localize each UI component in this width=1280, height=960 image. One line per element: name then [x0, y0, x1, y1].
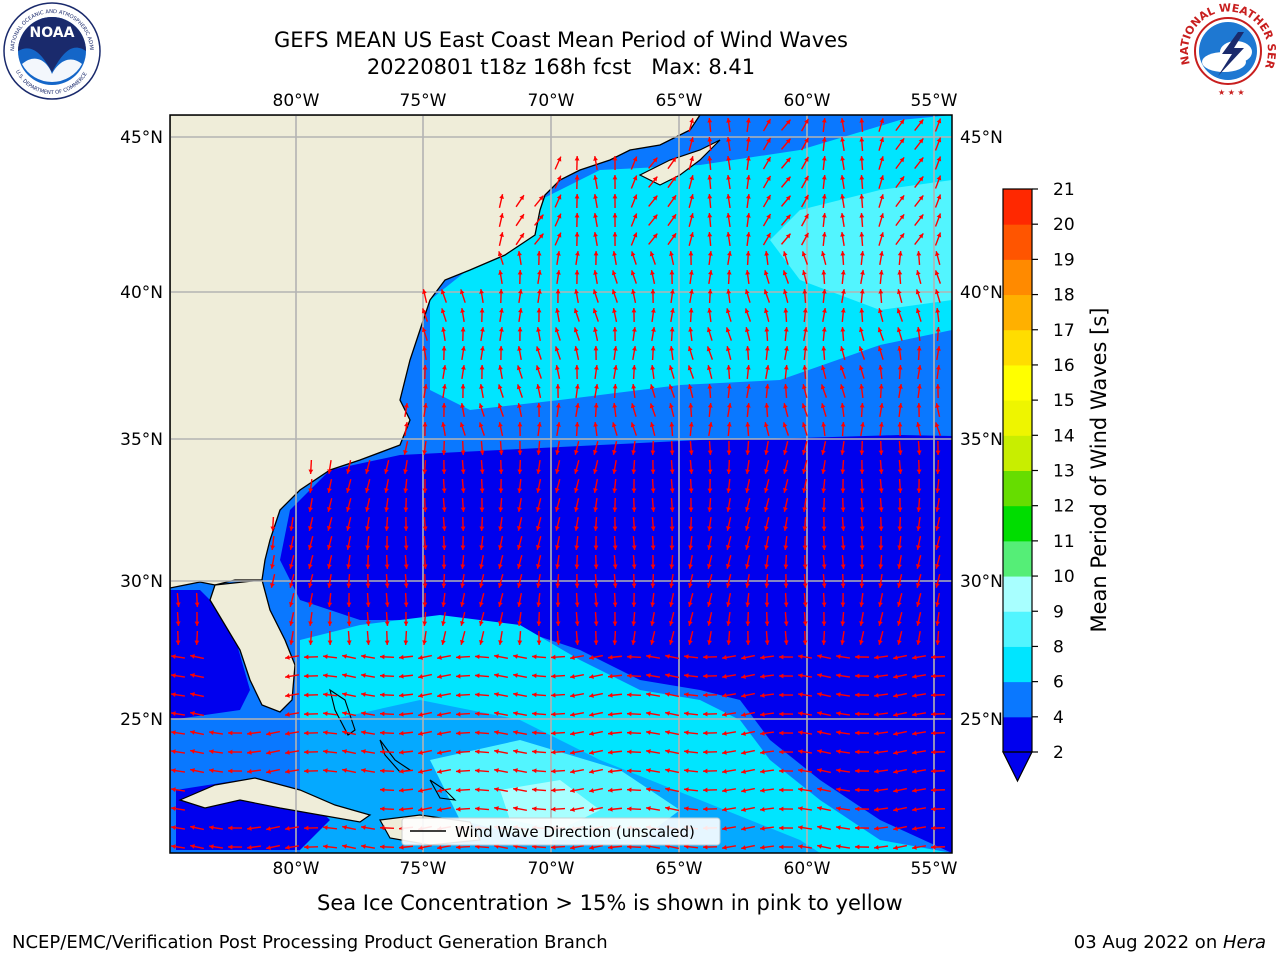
- florida-land: [209, 579, 296, 713]
- nws-logo: NATIONAL WEATHER SERVICE ★ ★ ★: [1178, 2, 1278, 98]
- branch-credit: NCEP/EMC/Verification Post Processing Pr…: [12, 932, 608, 953]
- lon-label-top: 75°W: [400, 91, 447, 111]
- colorbar-segment: [1003, 364, 1032, 401]
- lat-label-left: 40°N: [120, 283, 163, 303]
- colorbar-tick-label: 16: [1053, 356, 1075, 376]
- colorbar-tick-label: 10: [1053, 567, 1075, 587]
- colorbar-tick-label: 19: [1053, 250, 1075, 270]
- vector-legend: Wind Wave Direction (unscaled): [401, 817, 721, 846]
- colorbar-segment: [1003, 540, 1032, 577]
- colorbar-tick-label: 13: [1053, 462, 1075, 482]
- colorbar-tick-label: 8: [1053, 637, 1064, 657]
- colorbar-segment: [1003, 716, 1032, 753]
- svg-text:★ ★ ★: ★ ★ ★: [1218, 88, 1245, 97]
- colorbar-tick-label: 2: [1053, 743, 1064, 763]
- machine-name: Hera: [1222, 932, 1266, 953]
- colorbar-tick-label: 15: [1053, 391, 1075, 411]
- lat-label-left: 45°N: [120, 128, 163, 148]
- lon-label-top: 60°W: [784, 91, 831, 111]
- colorbar-tick-label: 4: [1053, 708, 1064, 728]
- lon-label-top: 55°W: [911, 91, 958, 111]
- colorbar-segment: [1003, 189, 1032, 225]
- colorbar-segment: [1003, 400, 1032, 436]
- period-band-6-8-north: [770, 180, 952, 310]
- colorbar-tick-label: 12: [1053, 497, 1075, 517]
- vector-legend-label: Wind Wave Direction (unscaled): [455, 823, 695, 841]
- chart-title: GEFS MEAN US East Coast Mean Period of W…: [274, 28, 848, 52]
- lon-label-bottom: 80°W: [273, 859, 320, 879]
- lat-label-left: 35°N: [120, 430, 163, 450]
- colorbar-segment: [1003, 681, 1032, 718]
- lon-label-top: 70°W: [528, 91, 575, 111]
- lat-label-right: 30°N: [960, 572, 1003, 592]
- colorbar-tick-label: 14: [1053, 426, 1075, 446]
- colorbar-segment: [1003, 646, 1032, 683]
- colorbar-segment: [1003, 329, 1032, 366]
- colorbar-tick-label: 21: [1053, 180, 1075, 200]
- colorbar-segment: [1003, 505, 1032, 542]
- lat-label-left: 25°N: [120, 710, 163, 730]
- lat-label-right: 35°N: [960, 430, 1003, 450]
- lon-label-bottom: 55°W: [911, 859, 958, 879]
- lon-label-bottom: 65°W: [656, 859, 703, 879]
- lon-label-top: 80°W: [273, 91, 320, 111]
- north-america-land: [170, 115, 701, 589]
- lat-label-right: 45°N: [960, 128, 1003, 148]
- colorbar-segment: [1003, 294, 1032, 331]
- lat-label-right: 25°N: [960, 710, 1003, 730]
- colorbar-tick-label: 17: [1053, 321, 1075, 341]
- lon-label-top: 65°W: [656, 91, 703, 111]
- colorbar-segment: [1003, 470, 1032, 507]
- colorbar-segment: [1003, 435, 1032, 471]
- colorbar-tick-label: 9: [1053, 602, 1064, 622]
- colorbar-extend-triangle: [1002, 751, 1033, 783]
- colorbar-tick-label: 18: [1053, 286, 1075, 306]
- colorbar-segment: [1003, 259, 1032, 296]
- period-band-2-4: [280, 435, 952, 853]
- lon-label-bottom: 60°W: [784, 859, 831, 879]
- sea-ice-note: Sea Ice Concentration > 15% is shown in …: [317, 891, 903, 915]
- lon-label-bottom: 75°W: [400, 859, 447, 879]
- noaa-logo: NOAA NATIONAL OCEANIC AND ATMOSPHERIC AD…: [0, 2, 101, 100]
- run-date: 03 Aug 2022 on Hera: [1074, 932, 1266, 953]
- chart-subtitle: 20220801 t18z 168h fcst Max: 8.41: [366, 55, 756, 79]
- colorbar-tick-label: 11: [1053, 532, 1075, 552]
- colorbar-tick-label: 20: [1053, 215, 1075, 235]
- colorbar-segment: [1003, 224, 1032, 260]
- noaa-logo-text: NOAA: [30, 25, 75, 41]
- colorbar-label: Mean Period of Wind Waves [s]: [1087, 308, 1111, 633]
- lat-label-right: 40°N: [960, 283, 1003, 303]
- lon-label-bottom: 70°W: [528, 859, 575, 879]
- colorbar: 2 4 6 8 9 10 11 12 13 14 15 16 17 18 19 20 21: [1002, 180, 1075, 783]
- colorbar-segment: [1003, 611, 1032, 647]
- run-date-text: 03 Aug 2022 on: [1073, 932, 1223, 953]
- colorbar-tick-label: 6: [1053, 673, 1064, 693]
- map-frame: [169, 114, 953, 854]
- lat-label-left: 30°N: [120, 572, 163, 592]
- cuba-land: [178, 777, 372, 823]
- colorbar-segment: [1003, 576, 1032, 612]
